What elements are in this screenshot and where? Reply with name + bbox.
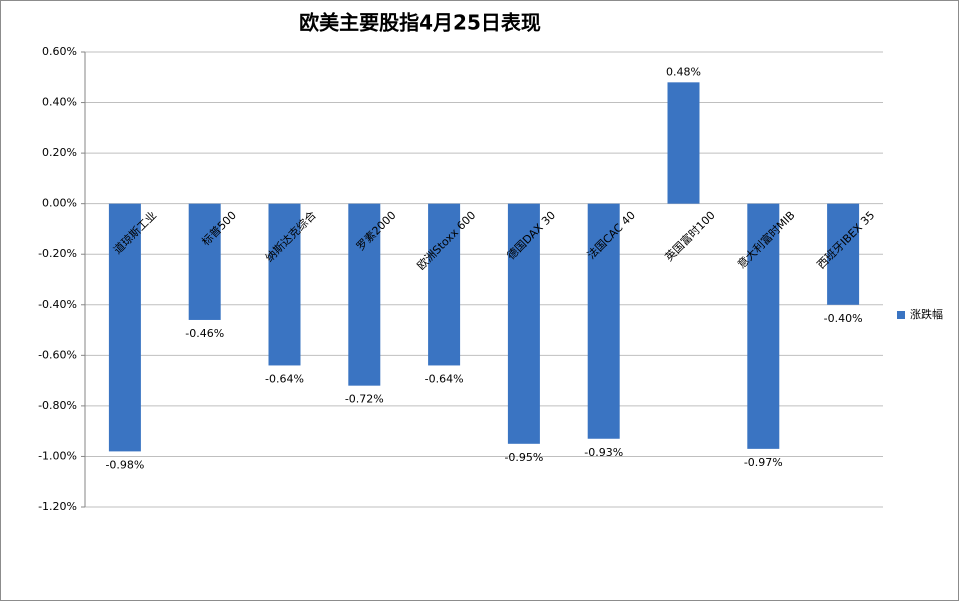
- legend-swatch: [897, 311, 905, 319]
- value-label: -0.97%: [744, 456, 783, 469]
- bar: [827, 203, 860, 305]
- bar: [587, 203, 620, 439]
- bar: [507, 203, 540, 444]
- y-tick-label: -0.40%: [38, 298, 77, 311]
- value-label: -0.72%: [345, 393, 384, 406]
- y-tick-label: -0.60%: [38, 348, 77, 361]
- y-tick-label: -1.20%: [38, 500, 77, 513]
- bar: [348, 203, 381, 386]
- value-label: -0.95%: [504, 451, 543, 464]
- y-tick-label: -1.00%: [38, 449, 77, 462]
- y-tick-label: 0.00%: [42, 197, 77, 210]
- value-label: -0.64%: [425, 372, 464, 385]
- y-tick-label: 0.20%: [42, 146, 77, 159]
- bar: [747, 203, 780, 449]
- y-tick-label: 0.60%: [42, 45, 77, 58]
- legend-label: 涨跌幅: [910, 307, 943, 321]
- value-label: -0.40%: [824, 312, 863, 325]
- bar: [667, 82, 700, 204]
- value-label: -0.98%: [105, 458, 144, 471]
- y-tick-label: 0.40%: [42, 96, 77, 109]
- value-label: -0.93%: [584, 446, 623, 459]
- value-label: -0.46%: [185, 327, 224, 340]
- y-tick-label: -0.80%: [38, 399, 77, 412]
- bar: [108, 203, 141, 452]
- y-tick-label: -0.20%: [38, 247, 77, 260]
- bar: [268, 203, 301, 366]
- bar: [188, 203, 221, 320]
- value-label: -0.64%: [265, 372, 304, 385]
- value-label: 0.48%: [666, 65, 701, 78]
- chart-title: 欧美主要股指4月25日表现: [299, 11, 541, 35]
- bar: [428, 203, 461, 366]
